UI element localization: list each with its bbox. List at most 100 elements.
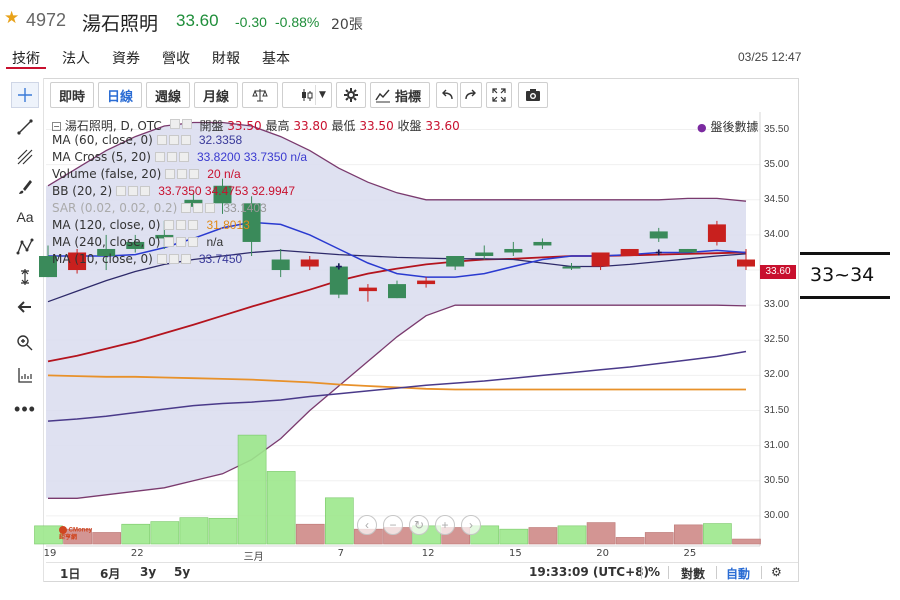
weekly-button[interactable]: 週線 — [146, 82, 190, 108]
indicator-label: MA (60, close, 0) — [52, 133, 153, 147]
screenshot-camera-icon[interactable] — [518, 82, 548, 108]
range-5y-button[interactable]: 5y — [174, 565, 191, 579]
undo-icon[interactable] — [436, 82, 458, 108]
price-tick-label: 35.00 — [764, 158, 790, 170]
tab-financials[interactable]: 財報 — [212, 51, 240, 67]
annotation-top-line — [800, 252, 890, 255]
active-tab-indicator — [6, 67, 46, 69]
indicator-controls-icon[interactable] — [116, 186, 154, 197]
back-arrow-icon[interactable] — [11, 294, 39, 320]
quote-datetime: 03/25 12:47 — [738, 50, 802, 64]
date-tick-label: 22 — [130, 548, 144, 559]
time-axis[interactable]: 19 22 三月 7 12 15 20 25 — [44, 546, 760, 563]
high-label: 最高 — [265, 119, 290, 133]
price-tick-label: 31.50 — [764, 404, 790, 416]
settings-gear-icon[interactable] — [336, 82, 366, 108]
chart-type-dropdown[interactable]: ▼ — [282, 82, 332, 108]
redo-icon[interactable] — [460, 82, 482, 108]
price-range-annotation: 33~34 — [800, 252, 890, 300]
zoom-out-icon[interactable]: − — [383, 515, 403, 535]
main-series-controls[interactable] — [169, 119, 192, 129]
indicator-controls-icon[interactable] — [154, 152, 193, 163]
log-scale-button[interactable]: 對數 — [681, 567, 706, 581]
separator — [641, 566, 642, 579]
favorite-star-icon[interactable]: ★ — [4, 8, 20, 27]
separator — [761, 566, 762, 579]
tab-margin[interactable]: 資券 — [112, 51, 140, 67]
text-tool-icon[interactable]: Aa — [16, 209, 34, 225]
after-hours-dot-icon: ● — [697, 121, 707, 134]
indicators-button[interactable]: 指標 — [370, 82, 430, 108]
measure-tool-icon[interactable] — [11, 264, 39, 290]
pattern-tool-icon[interactable] — [11, 234, 39, 260]
more-tools-icon[interactable]: ••• — [14, 398, 36, 419]
close-value: 33.60 — [425, 119, 460, 133]
trend-line-icon[interactable] — [11, 114, 39, 140]
candlestick-icon — [302, 89, 313, 101]
reset-zoom-icon[interactable]: ↻ — [409, 515, 429, 535]
brush-icon[interactable] — [11, 174, 39, 200]
scroll-right-icon[interactable]: › — [461, 515, 481, 535]
indicator-controls-icon[interactable] — [165, 169, 203, 180]
range-3y-button[interactable]: 3y — [140, 565, 157, 579]
intraday-button[interactable]: 即時 — [50, 82, 94, 108]
crosshair-tool-icon[interactable] — [11, 82, 39, 108]
date-tick-label: 20 — [596, 548, 609, 559]
chart-toolbar: 即時 日線 週線 月線 ▼ 指標 — [46, 80, 798, 110]
chart-bottom-bar: 1日 6月 3y 5y 19:33:09 (UTC+8) % 對數 自動 ⚙ — [46, 562, 798, 581]
date-tick-label: 25 — [683, 548, 697, 559]
monthly-button[interactable]: 月線 — [194, 82, 238, 108]
indicator-controls-icon[interactable] — [164, 220, 202, 231]
indicator-controls-icon[interactable] — [164, 237, 202, 248]
indicator-controls-icon[interactable] — [156, 254, 195, 265]
visibility-icon[interactable] — [169, 119, 180, 129]
daily-button[interactable]: 日線 — [98, 82, 142, 108]
low-label: 最低 — [331, 119, 356, 133]
price-tick-label: 30.50 — [764, 474, 790, 486]
price-change-percent: -0.88% — [275, 14, 320, 30]
indicator-controls-icon[interactable] — [181, 203, 219, 214]
indicator-values: 33.7350 34.4753 32.9947 — [158, 184, 295, 198]
indicator-values: 31.8013 — [206, 218, 250, 232]
date-tick-label: 12 — [421, 548, 435, 559]
after-hours-data[interactable]: ● 盤後數據 — [697, 118, 758, 135]
clock-timezone[interactable]: 19:33:09 (UTC+8) — [529, 565, 649, 579]
stock-tabs: 技術 法人 資券 營收 財報 基本 — [0, 44, 900, 70]
cmoney-watermark-logo: CMoney 鉅亨網 — [59, 526, 97, 542]
indicator-controls-icon[interactable] — [156, 135, 195, 146]
compare-icon[interactable] — [242, 82, 278, 108]
indicator-values: n/a — [206, 235, 224, 249]
auto-scale-button[interactable]: 自動 — [726, 567, 751, 581]
zoom-in-control-icon[interactable]: + — [435, 515, 455, 535]
close-label: 收盤 — [397, 119, 422, 133]
tab-institutional[interactable]: 法人 — [62, 51, 90, 67]
tab-technical[interactable]: 技術 — [12, 51, 40, 67]
price-axis[interactable]: 35.5035.0034.5034.0033.5033.0032.5032.00… — [760, 112, 798, 544]
range-1d-button[interactable]: 1日 — [60, 567, 81, 581]
fullscreen-icon[interactable] — [486, 82, 512, 108]
tab-basic[interactable]: 基本 — [262, 51, 290, 67]
range-6m-button[interactable]: 6月 — [100, 567, 121, 581]
tab-revenue[interactable]: 營收 — [162, 51, 190, 67]
stock-name: 湯石照明 — [82, 13, 159, 35]
indicator-label: SAR (0.02, 0.02, 0.2) — [52, 201, 178, 215]
zoom-in-icon[interactable] — [11, 330, 39, 356]
indicator-label: MA (240, close, 0) — [52, 235, 161, 249]
open-label: 開盤 — [199, 119, 224, 133]
scroll-left-icon[interactable]: ‹ — [357, 515, 377, 535]
indicators-chart-icon — [375, 89, 390, 103]
price-change: -0.30 — [235, 14, 267, 30]
collapse-legend-icon[interactable]: − — [52, 122, 61, 131]
low-value: 33.50 — [359, 119, 394, 133]
stock-price: 33.60 — [176, 11, 219, 30]
stock-code: 4972 — [26, 10, 67, 30]
settings-icon[interactable] — [181, 119, 192, 129]
percent-scale-button[interactable]: % — [648, 565, 661, 579]
price-tick-label: 31.00 — [764, 439, 790, 451]
main-series-label: 湯石照明, D, OTC — [64, 119, 162, 133]
fib-tool-icon[interactable] — [11, 144, 39, 170]
last-price-label: 33.60 — [760, 265, 796, 279]
indicator-values: 33.7450 — [198, 252, 243, 266]
chart-settings-gear-icon[interactable]: ⚙ — [771, 565, 782, 579]
ruler-icon[interactable] — [11, 362, 39, 388]
